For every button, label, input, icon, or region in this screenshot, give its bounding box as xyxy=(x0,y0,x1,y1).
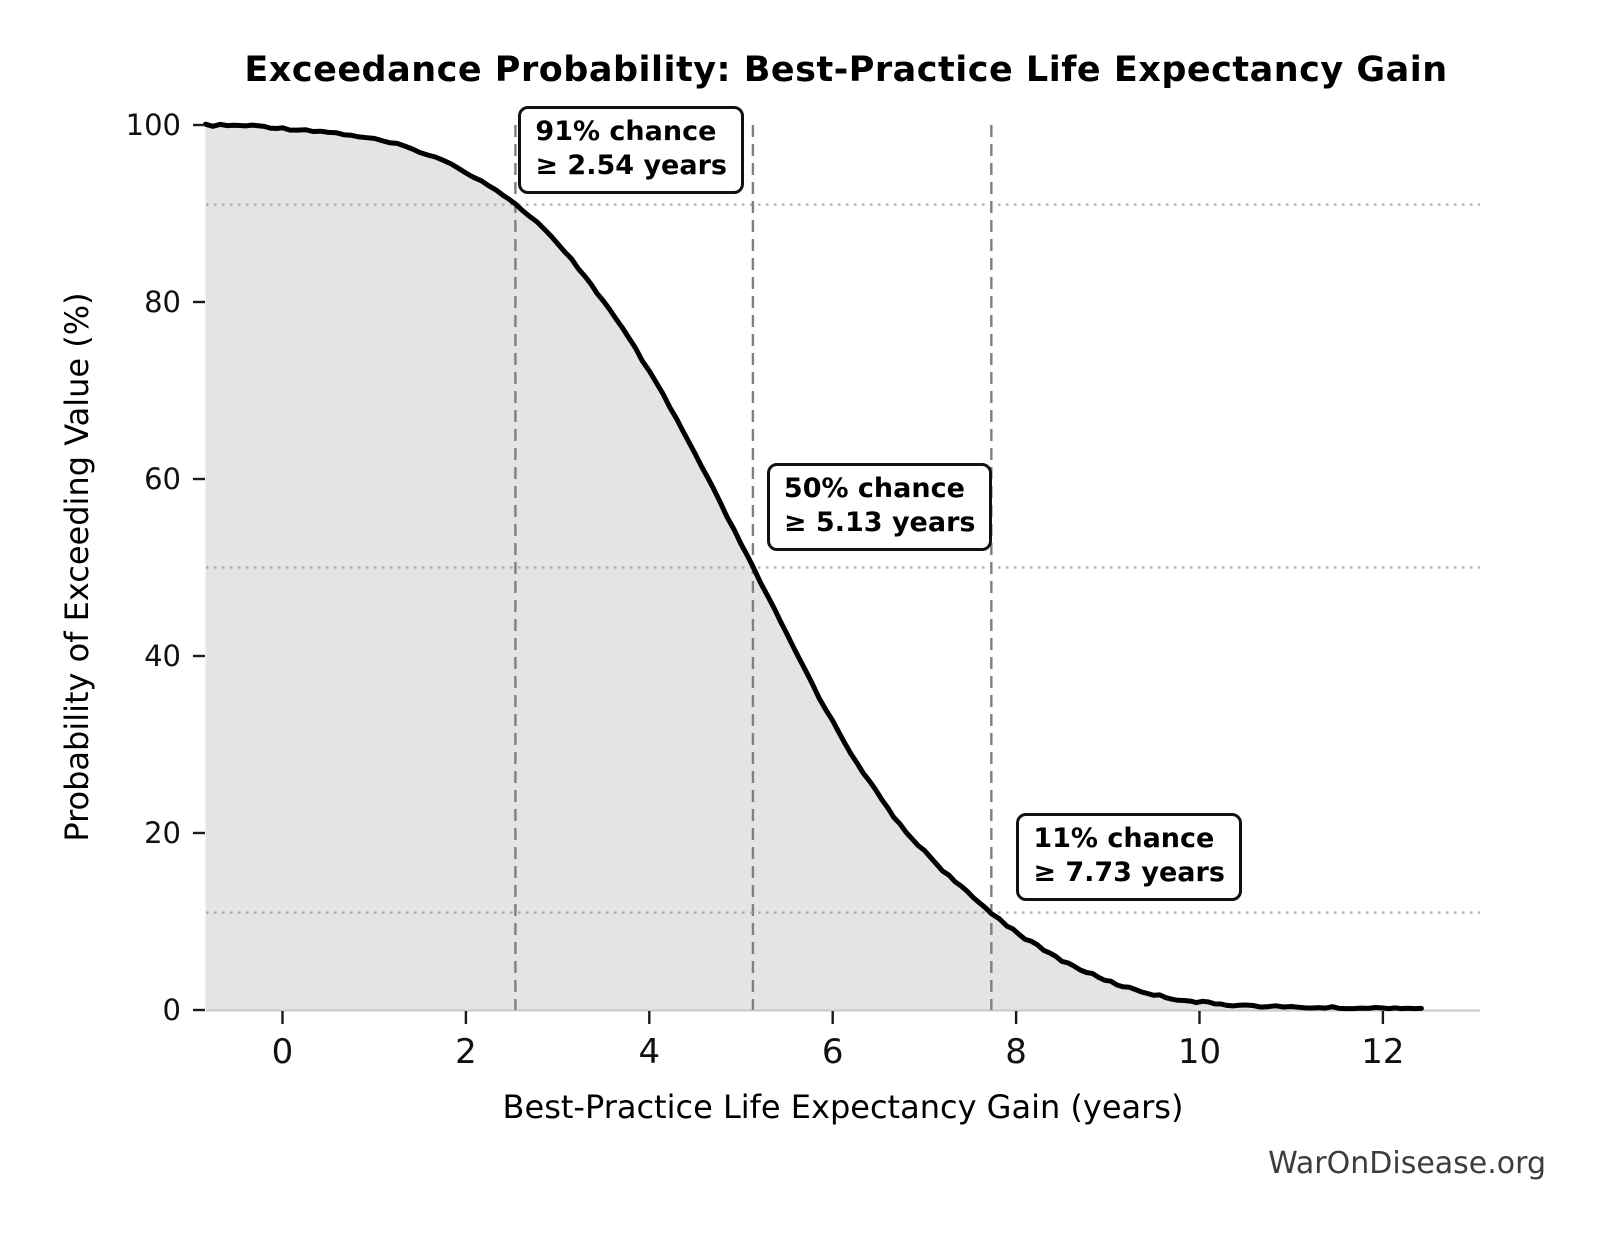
chart-title: Exceedance Probability: Best-Practice Li… xyxy=(244,50,1448,90)
x-tick-label: 0 xyxy=(271,1032,294,1072)
y-tick-label: 80 xyxy=(144,285,181,319)
y-tick-label: 60 xyxy=(144,462,181,496)
y-tick-label: 20 xyxy=(144,816,181,850)
annotation-line1: 50% chance xyxy=(783,472,965,504)
area-fill xyxy=(205,124,1422,1010)
x-tick-label: 4 xyxy=(638,1032,661,1072)
y-axis-label: Probability of Exceeding Value (%) xyxy=(58,292,96,842)
annotation-line2: ≥ 5.13 years xyxy=(783,506,976,538)
annotation-line2: ≥ 2.54 years xyxy=(535,149,727,181)
x-tick-label: 2 xyxy=(455,1032,477,1072)
x-tick-label: 12 xyxy=(1361,1032,1405,1072)
x-axis-label: Best-Practice Life Expectancy Gain (year… xyxy=(502,1088,1184,1126)
annotation-line1: 91% chance xyxy=(535,115,717,147)
annotation-box-11pct: 11% chance ≥ 7.73 years xyxy=(1016,812,1242,901)
annotation-line2: ≥ 7.73 years xyxy=(1033,856,1225,888)
annotation-box-50pct: 50% chance ≥ 5.13 years xyxy=(766,462,993,551)
annotation-box-91pct: 91% chance ≥ 2.54 years xyxy=(518,105,744,194)
y-tick-label: 0 xyxy=(162,993,181,1027)
x-tick-label: 8 xyxy=(1005,1032,1027,1072)
y-tick-label: 100 xyxy=(125,108,181,142)
x-tick-label: 6 xyxy=(821,1032,844,1072)
annotation-line1: 11% chance xyxy=(1033,822,1215,854)
exceedance-curve xyxy=(203,121,1424,1012)
watermark: WarOnDisease.org xyxy=(1268,1146,1546,1181)
y-tick-label: 40 xyxy=(144,639,181,673)
x-tick-label: 10 xyxy=(1177,1032,1222,1072)
